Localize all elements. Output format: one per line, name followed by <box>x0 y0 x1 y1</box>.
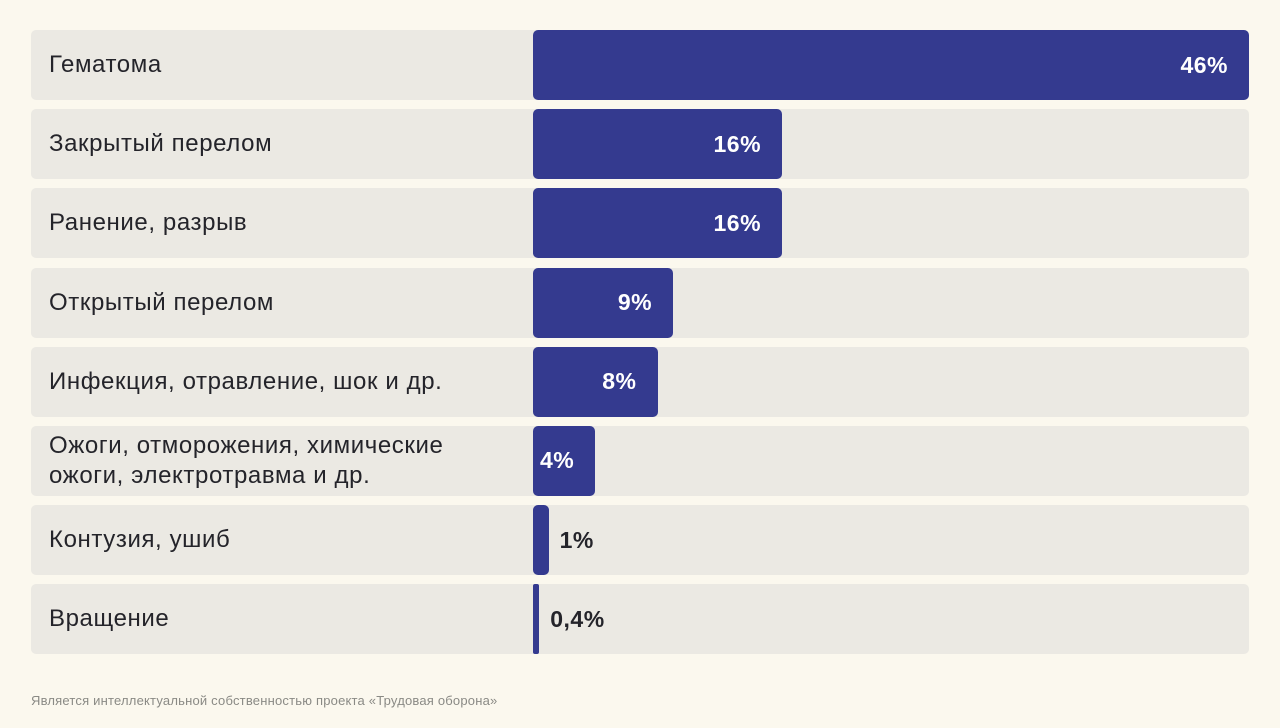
category-label: Инфекция, отравление, шок и др. <box>49 367 443 395</box>
category-label: Вращение <box>49 605 170 633</box>
value-label: 9% <box>617 289 653 316</box>
chart-row: Инфекция, отравление, шок и др. 8% <box>31 346 1249 417</box>
chart-row: Вращение 0,4% <box>31 584 1249 655</box>
chart-row: Открытый перелом 9% <box>31 267 1249 338</box>
bar <box>533 346 658 417</box>
chart-row: Контузия, ушиб 1% <box>31 505 1249 576</box>
footnote: Является интеллектуальной собственностью… <box>31 693 498 708</box>
value-label: 16% <box>713 209 762 236</box>
bar <box>533 30 1249 100</box>
value-label: 16% <box>713 130 762 157</box>
category-label: Открытый перелом <box>49 288 275 316</box>
chart-row: Ранение, разрыв 16% <box>31 188 1249 259</box>
category-label: Закрытый перелом <box>49 130 273 158</box>
category-label: Ожоги, отморожения, химические ожоги, эл… <box>49 431 444 489</box>
value-label: 46% <box>1180 51 1228 78</box>
value-label: 4% <box>540 447 575 474</box>
bar-chart: Гематома 46% Закрытый перелом 16% Ранение, р… <box>31 30 1249 664</box>
category-label: Гематома <box>49 51 162 78</box>
value-label: 0,4% <box>550 605 605 632</box>
bar <box>533 425 596 496</box>
bar <box>533 584 540 655</box>
bar <box>533 267 674 338</box>
chart-row: Закрытый перелом 16% <box>31 109 1249 180</box>
value-label: 1% <box>559 526 594 553</box>
bar <box>533 505 549 576</box>
value-label: 8% <box>602 368 637 395</box>
bar <box>533 109 783 180</box>
category-label: Ранение, разрыв <box>49 209 248 237</box>
chart-row: Ожоги, отморожения, химические ожоги, эл… <box>31 425 1249 496</box>
bar <box>533 188 783 259</box>
category-label: Контузия, ушиб <box>49 526 231 554</box>
chart-row: Гематома 46% <box>31 30 1249 100</box>
